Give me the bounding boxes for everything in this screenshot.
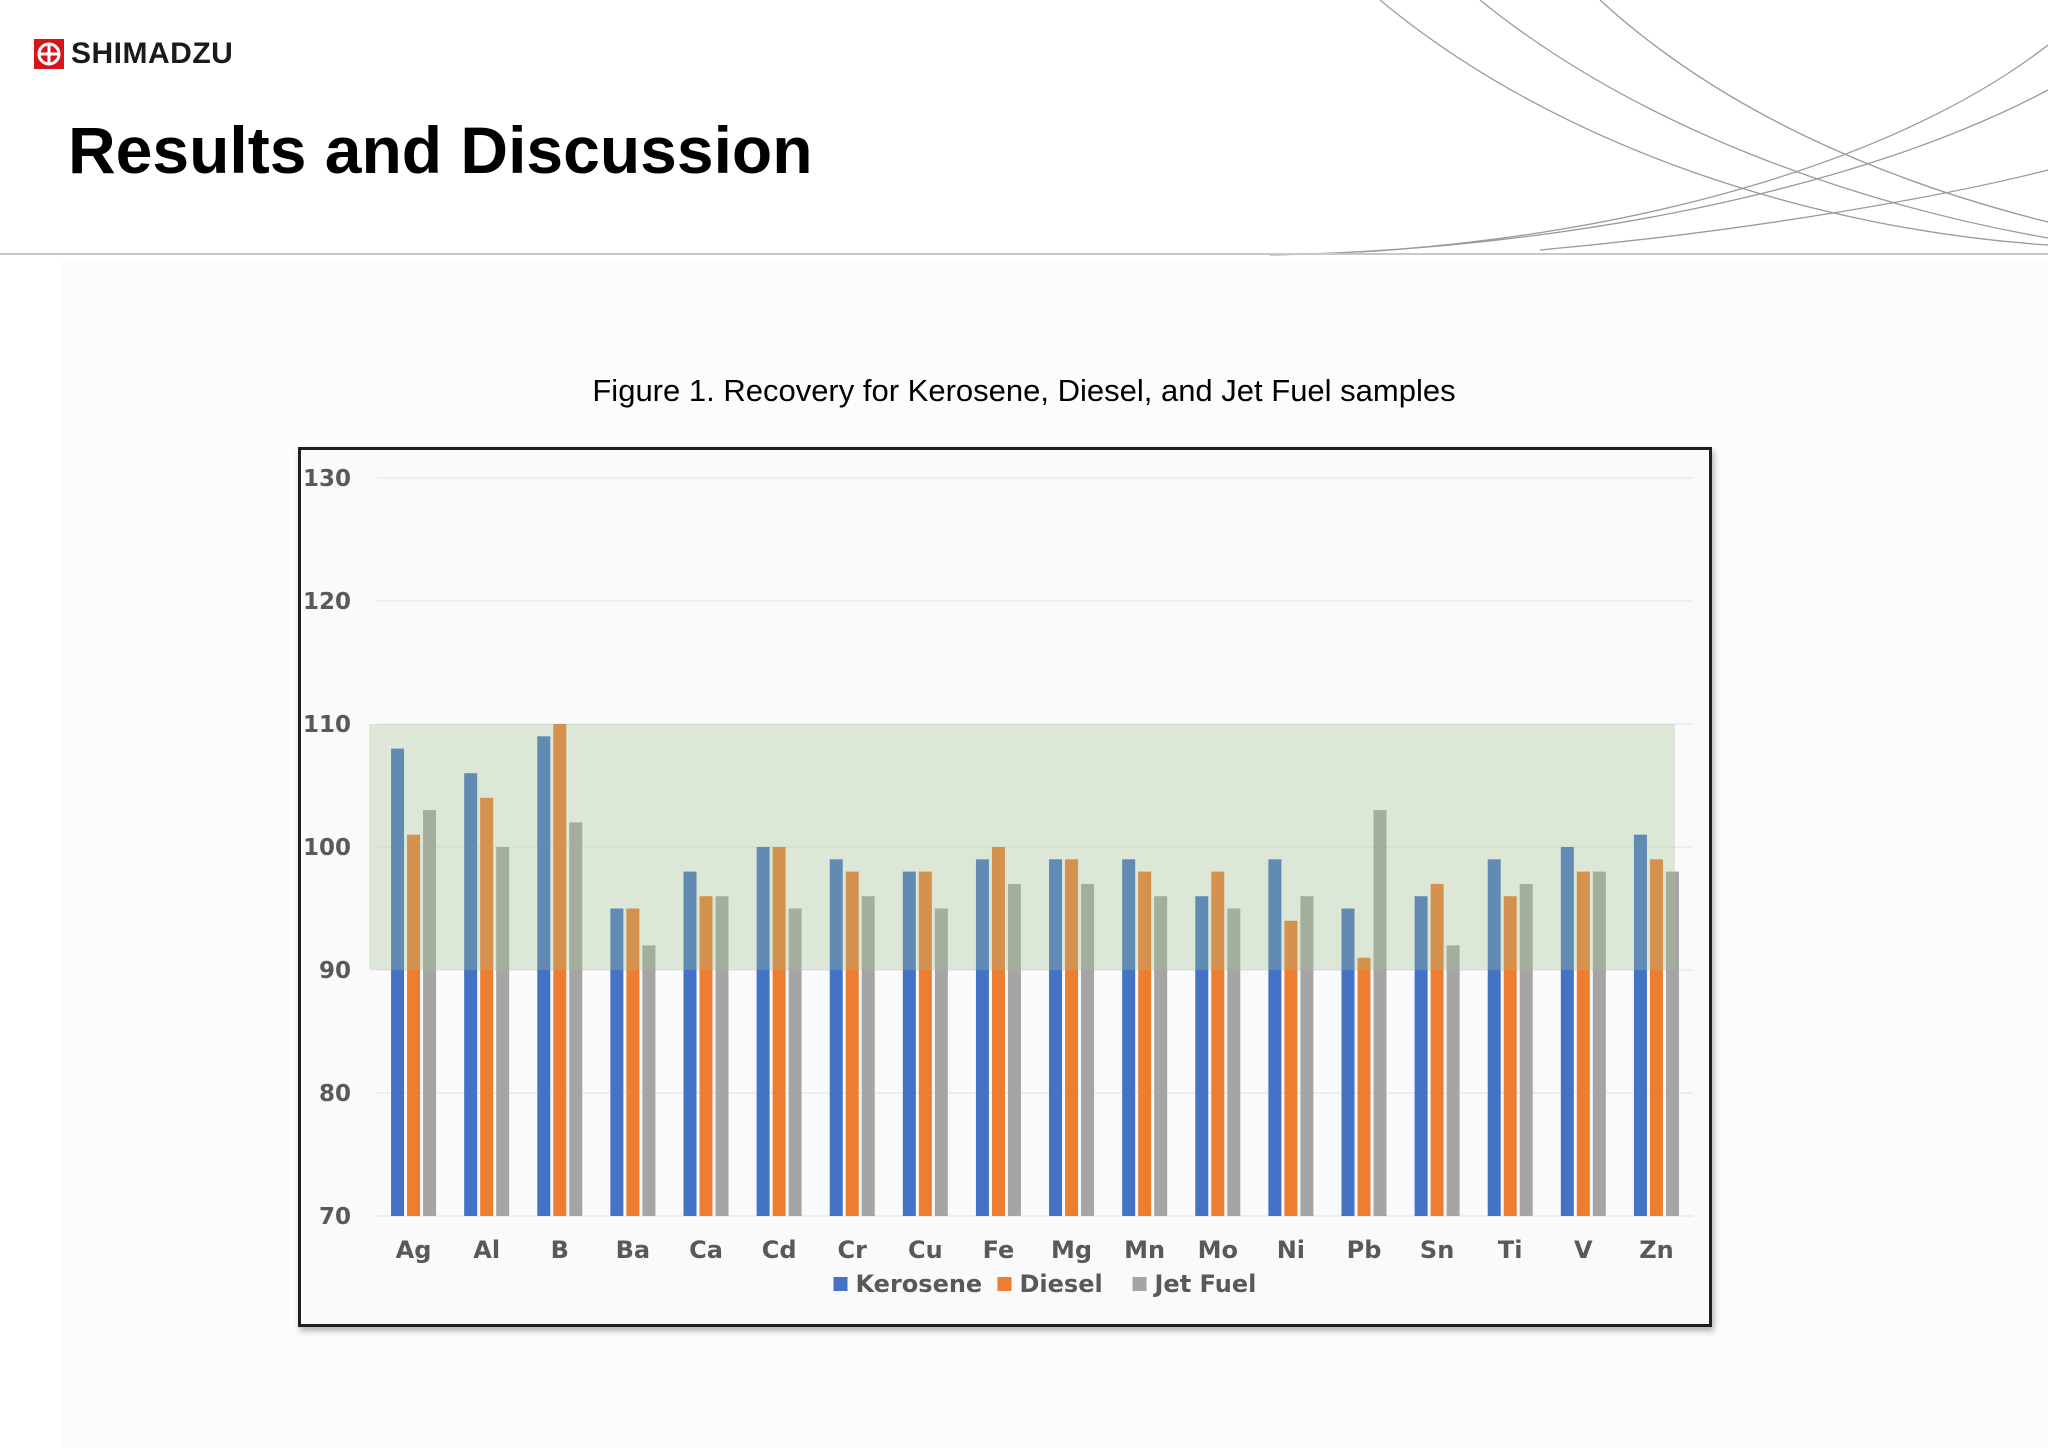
bar-kerosene-mg: [1049, 859, 1063, 1216]
bar-diesel-ni: [1284, 920, 1298, 1216]
bar-diesel-al: [480, 797, 494, 1216]
x-tick-label: Ag: [396, 1236, 432, 1264]
bar-diesel-ag: [407, 834, 421, 1216]
bar-jet-fuel-mn: [1154, 896, 1168, 1216]
bar-diesel-v: [1576, 871, 1590, 1216]
legend-label: Jet Fuel: [1153, 1270, 1257, 1298]
bar-diesel-ti: [1503, 896, 1517, 1216]
bar-diesel-mg: [1065, 859, 1079, 1216]
x-tick-label: Sn: [1420, 1236, 1454, 1264]
acceptance-band: [369, 724, 1675, 970]
bar-diesel-sn: [1430, 883, 1444, 1216]
page-title: Results and Discussion: [68, 113, 813, 187]
bar-jet-fuel-ca: [715, 896, 729, 1216]
bar-kerosene-fe: [975, 859, 989, 1216]
bar-kerosene-ag: [391, 748, 405, 1216]
bar-diesel-ba: [626, 908, 640, 1216]
bar-jet-fuel-sn: [1446, 945, 1460, 1216]
bar-diesel-ca: [699, 896, 713, 1216]
bar-kerosene-mo: [1195, 896, 1209, 1216]
bar-jet-fuel-cd: [788, 908, 802, 1216]
bar-jet-fuel-b: [569, 822, 583, 1216]
y-tick-label: 100: [303, 835, 351, 861]
bar-diesel-cd: [772, 847, 786, 1216]
bar-jet-fuel-ni: [1300, 896, 1314, 1216]
bar-jet-fuel-v: [1592, 871, 1606, 1216]
bar-diesel-mn: [1138, 871, 1152, 1216]
x-tick-label: Pb: [1347, 1236, 1382, 1264]
x-tick-label: Ca: [689, 1236, 723, 1264]
x-tick-label: B: [551, 1236, 569, 1264]
shimadzu-logo-icon: [34, 39, 64, 69]
legend-label: Diesel: [1020, 1270, 1103, 1298]
bar-diesel-zn: [1649, 859, 1663, 1216]
x-tick-label: Fe: [983, 1236, 1015, 1264]
x-tick-label: Mo: [1198, 1236, 1238, 1264]
figure-caption: Figure 1. Recovery for Kerosene, Diesel,…: [592, 373, 1456, 408]
bar-kerosene-al: [464, 773, 478, 1216]
recovery-bar-chart: 70 80 90 100 110 120 130 Ag Al B Ba Ca Cd Cr Cu Fe Mg Mn M…: [303, 466, 1693, 1298]
y-tick-label: 130: [303, 466, 351, 492]
bar-kerosene-ni: [1268, 859, 1282, 1216]
shimadzu-logo: SHIMADZU: [34, 37, 234, 70]
x-tick-label: V: [1574, 1236, 1593, 1264]
bar-kerosene-ti: [1487, 859, 1501, 1216]
bar-kerosene-cr: [829, 859, 843, 1216]
x-tick-label: Al: [473, 1236, 500, 1264]
bar-jet-fuel-cr: [861, 896, 875, 1216]
bar-kerosene-ba: [610, 908, 624, 1216]
brand-name: SHIMADZU: [71, 37, 234, 70]
bar-jet-fuel-mo: [1227, 908, 1241, 1216]
bar-kerosene-ca: [683, 871, 697, 1216]
header-divider: [0, 253, 2048, 255]
bar-diesel-pb: [1357, 957, 1371, 1216]
y-tick-label: 80: [319, 1081, 351, 1107]
bar-jet-fuel-fe: [1007, 883, 1021, 1216]
x-tick-label: Cd: [762, 1236, 797, 1264]
y-tick-label: 120: [303, 589, 351, 615]
bar-kerosene-sn: [1414, 896, 1428, 1216]
bar-jet-fuel-cu: [934, 908, 948, 1216]
bar-diesel-b: [553, 724, 567, 1216]
header-decoration: [1269, 0, 2048, 256]
bar-jet-fuel-ba: [642, 945, 656, 1216]
y-tick-label: 70: [319, 1204, 351, 1230]
x-tick-label: Zn: [1639, 1236, 1674, 1264]
bar-kerosene-pb: [1341, 908, 1355, 1216]
bar-jet-fuel-pb: [1373, 810, 1387, 1216]
bar-kerosene-mn: [1122, 859, 1136, 1216]
x-tick-label: Mg: [1051, 1236, 1092, 1264]
x-tick-label: Ba: [616, 1236, 651, 1264]
x-tick-label: Cr: [837, 1236, 867, 1264]
bar-jet-fuel-ag: [423, 810, 437, 1216]
y-tick-label: 110: [303, 712, 351, 738]
bar-diesel-mo: [1211, 871, 1225, 1216]
bar-kerosene-cd: [756, 847, 770, 1216]
bar-kerosene-zn: [1633, 834, 1647, 1216]
x-tick-label: Ni: [1277, 1236, 1305, 1264]
chart-frame: 70 80 90 100 110 120 130 Ag Al B Ba Ca Cd Cr Cu Fe Mg Mn M…: [298, 447, 1712, 1327]
bar-kerosene-cu: [902, 871, 916, 1216]
x-tick-label: Cu: [908, 1236, 943, 1264]
x-tick-label: Mn: [1124, 1236, 1165, 1264]
bar-jet-fuel-mg: [1081, 883, 1095, 1216]
bar-jet-fuel-zn: [1665, 871, 1679, 1216]
bar-jet-fuel-ti: [1519, 883, 1533, 1216]
bar-kerosene-b: [537, 736, 551, 1216]
legend-swatch: [1132, 1277, 1147, 1291]
bar-jet-fuel-al: [496, 847, 510, 1216]
legend-swatch: [833, 1277, 848, 1291]
bar-diesel-fe: [991, 847, 1005, 1216]
bar-kerosene-v: [1560, 847, 1574, 1216]
bar-diesel-cu: [918, 871, 932, 1216]
bar-diesel-cr: [845, 871, 859, 1216]
legend-label: Kerosene: [856, 1270, 983, 1298]
x-tick-label: Ti: [1498, 1236, 1523, 1264]
y-tick-label: 90: [319, 958, 351, 984]
legend-swatch: [997, 1277, 1012, 1291]
